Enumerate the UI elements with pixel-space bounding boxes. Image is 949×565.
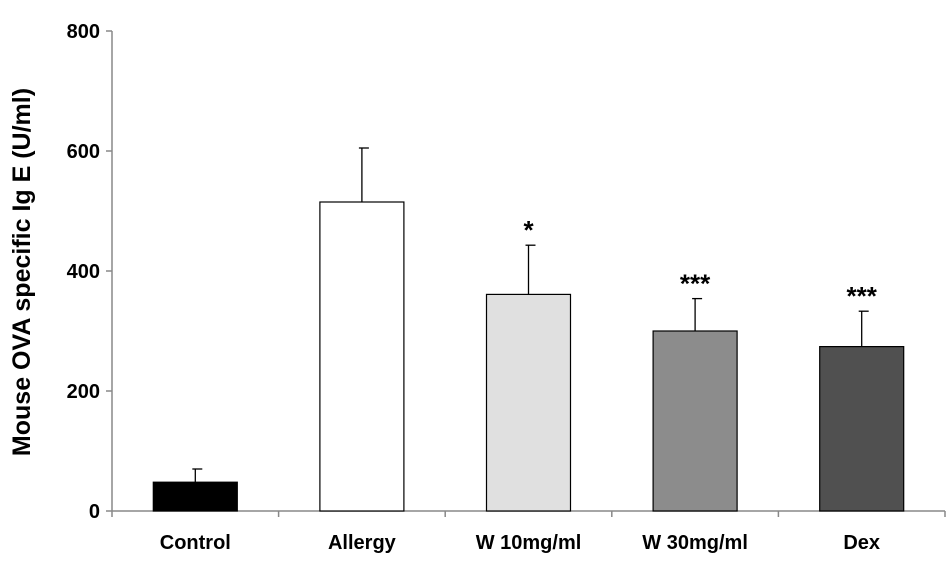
x-category-label: Allergy	[328, 532, 397, 554]
y-tick-label: 0	[89, 501, 100, 523]
x-category-label: Dex	[843, 532, 880, 554]
x-category-label: Control	[160, 532, 231, 554]
x-category-label: W 30mg/ml	[642, 532, 748, 554]
significance-marker: ***	[847, 281, 878, 311]
bar-allergy	[319, 201, 405, 512]
x-category-label: W 10mg/ml	[476, 532, 582, 554]
y-tick-label: 200	[67, 381, 100, 403]
y-tick-label: 400	[67, 261, 100, 283]
y-axis-label: Mouse OVA specific Ig E (U/ml)	[8, 88, 36, 456]
bar-w-10mg-ml	[485, 293, 572, 512]
y-tick-label: 600	[67, 141, 100, 163]
bar-dex	[819, 346, 905, 512]
significance-marker: *	[523, 215, 534, 245]
significance-marker: ***	[680, 269, 711, 299]
bar-control	[152, 481, 238, 512]
y-tick-label: 800	[67, 21, 100, 43]
plot-area: 0 200 400 600 800 Control Allergy * W 10mg/ml ***…	[67, 21, 946, 554]
bar-w-30mg-ml	[652, 330, 738, 512]
